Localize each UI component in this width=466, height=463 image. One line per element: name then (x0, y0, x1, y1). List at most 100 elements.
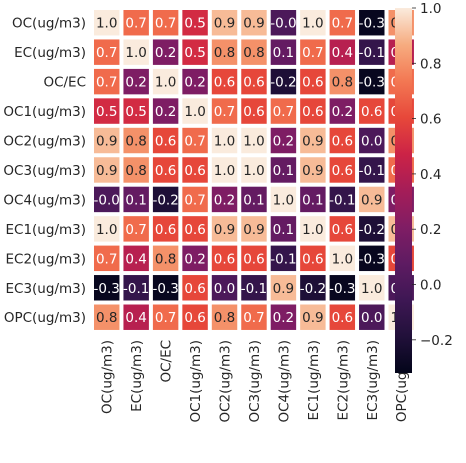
cell-value-r1-c5: 0.8 (243, 45, 264, 61)
heatmap-cell-r2-c0 (94, 68, 120, 95)
cell-value-r3-c4: 0.7 (214, 104, 235, 120)
heatmap-cell-r1-c2 (152, 39, 179, 65)
heatmap-cell-r9-c9 (359, 275, 385, 301)
heatmap-cell-r8-c2 (152, 245, 179, 272)
heatmap-cell-r9-c2 (152, 275, 179, 301)
heatmap-cell-r5-c3 (182, 157, 208, 183)
heatmap-cell-r6-c2 (152, 186, 179, 213)
heatmap-cell-r3-c0 (94, 98, 120, 124)
heatmap-cell-r8-c8 (329, 245, 356, 272)
cell-value-r0-c3: 0.5 (184, 16, 205, 32)
cell-value-r7-c2: 0.6 (155, 222, 176, 238)
heatmap-cell-r4-c3 (182, 127, 208, 154)
heatmap-cell-r7-c4 (211, 216, 238, 242)
colorbar-tick-label-6: 1.0 (420, 1, 441, 17)
row-label-7: EC1(ug/m3) (6, 222, 87, 238)
cell-value-r10-c4: 0.8 (214, 310, 235, 326)
cell-value-r9-c7: -0.2 (300, 281, 326, 297)
heatmap-cell-r1-c8 (329, 39, 356, 65)
heatmap-cell-r2-c1 (123, 68, 149, 95)
cell-value-r5-c0: 0.9 (96, 163, 117, 179)
cell-value-r6-c9: 0.9 (361, 192, 382, 208)
row-label-9: EC3(ug/m3) (6, 281, 87, 297)
heatmap-cell-r6-c6 (270, 186, 297, 213)
heatmap-cell-r8-c3 (182, 245, 208, 272)
row-label-0: OC(ug/m3) (12, 16, 86, 32)
heatmap-cell-r7-c7 (300, 216, 326, 242)
cell-value-r6-c4: 0.2 (214, 192, 235, 208)
row-label-8: EC2(ug/m3) (6, 251, 87, 267)
heatmap-cell-r2-c8 (329, 68, 356, 95)
heatmap-cell-r0-c4 (211, 10, 238, 36)
heatmap-cell-r0-c6 (270, 10, 297, 36)
cell-value-r5-c9: -0.1 (359, 163, 385, 179)
cell-value-r1-c6: 0.1 (273, 45, 294, 61)
row-label-4: OC2(ug/m3) (3, 134, 86, 150)
heatmap-cell-r2-c9 (359, 68, 385, 95)
heatmap-cell-r1-c1 (123, 39, 149, 65)
cell-value-r10-c1: 0.4 (125, 310, 146, 326)
heatmap-cell-r4-c0 (94, 127, 120, 154)
cell-value-r5-c2: 0.6 (155, 163, 176, 179)
heatmap-cell-r1-c6 (270, 39, 297, 65)
heatmap-cell-r4-c2 (152, 127, 179, 154)
heatmap-cell-r8-c7 (300, 245, 326, 272)
cell-value-r9-c9: 1.0 (361, 281, 382, 297)
cell-value-r8-c8: 1.0 (332, 251, 353, 267)
heatmap-cell-r9-c4 (211, 275, 238, 301)
cell-value-r2-c2: 1.0 (155, 75, 176, 91)
heatmap-cell-r5-c0 (94, 157, 120, 183)
heatmap-cell-r8-c1 (123, 245, 149, 272)
cell-value-r9-c1: -0.1 (123, 281, 149, 297)
row-label-10: OPC(ug/m3) (4, 310, 86, 326)
cell-value-r5-c7: 0.9 (302, 163, 323, 179)
cell-value-r0-c7: 1.0 (302, 16, 323, 32)
colorbar-ticks: −0.2 0.0 0.2 0.4 0.6 0.8 1.0 (412, 1, 453, 349)
cell-value-r2-c5: 0.6 (243, 75, 264, 91)
cell-value-r5-c8: 0.6 (332, 163, 353, 179)
cell-value-r9-c3: 0.6 (184, 281, 205, 297)
heatmap-cell-r3-c7 (300, 98, 326, 124)
cell-value-r3-c2: 0.2 (155, 104, 176, 120)
cell-value-r8-c3: 0.2 (184, 251, 205, 267)
col-label-7: EC1(ug/m3) (306, 340, 322, 421)
cell-value-r2-c9: -0.3 (359, 75, 385, 91)
heatmap-cell-r4-c4 (211, 127, 238, 154)
cell-value-r7-c8: 0.6 (332, 222, 353, 238)
heatmap-cell-r1-c4 (211, 39, 238, 65)
cell-value-r3-c3: 1.0 (184, 104, 205, 120)
cell-value-r5-c4: 1.0 (214, 163, 235, 179)
cell-value-r6-c1: 0.1 (125, 192, 146, 208)
cell-value-r2-c3: 0.2 (184, 75, 205, 91)
cell-value-r2-c6: -0.2 (270, 75, 296, 91)
cell-value-r8-c2: 0.8 (155, 251, 176, 267)
heatmap-cell-r2-c6 (270, 68, 297, 95)
heatmap-cell-r10-c0 (94, 304, 120, 330)
row-label-2: OC/EC (43, 75, 86, 91)
cell-value-r4-c9: 0.0 (361, 134, 382, 150)
cell-value-r7-c7: 1.0 (302, 222, 323, 238)
cell-value-r10-c2: 0.7 (155, 310, 176, 326)
col-label-0: OC(ug/m3) (100, 340, 116, 414)
heatmap-cell-r3-c4 (211, 98, 238, 124)
cell-value-r0-c8: 0.7 (332, 16, 353, 32)
heatmap-cell-r7-c9 (359, 216, 385, 242)
col-label-6: OC4(ug/m3) (276, 340, 292, 423)
heatmap-cell-r5-c7 (300, 157, 326, 183)
cell-value-r8-c5: 0.6 (243, 251, 264, 267)
cell-value-r7-c9: -0.2 (359, 222, 385, 238)
heatmap-cell-r4-c1 (123, 127, 149, 154)
heatmap-cell-r5-c8 (329, 157, 356, 183)
cell-value-r7-c0: 1.0 (96, 222, 117, 238)
heatmap-cell-r8-c9 (359, 245, 385, 272)
heatmap-cell-r9-c3 (182, 275, 208, 301)
cell-value-r1-c0: 0.7 (96, 45, 117, 61)
cell-value-r9-c0: -0.3 (94, 281, 120, 297)
cell-value-r10-c8: 0.6 (332, 310, 353, 326)
heatmap-cell-r0-c8 (329, 10, 356, 36)
cell-value-r7-c1: 0.7 (125, 222, 146, 238)
cell-value-r1-c1: 1.0 (125, 45, 146, 61)
heatmap-cell-r9-c6 (270, 275, 297, 301)
cell-value-r1-c9: -0.1 (359, 45, 385, 61)
